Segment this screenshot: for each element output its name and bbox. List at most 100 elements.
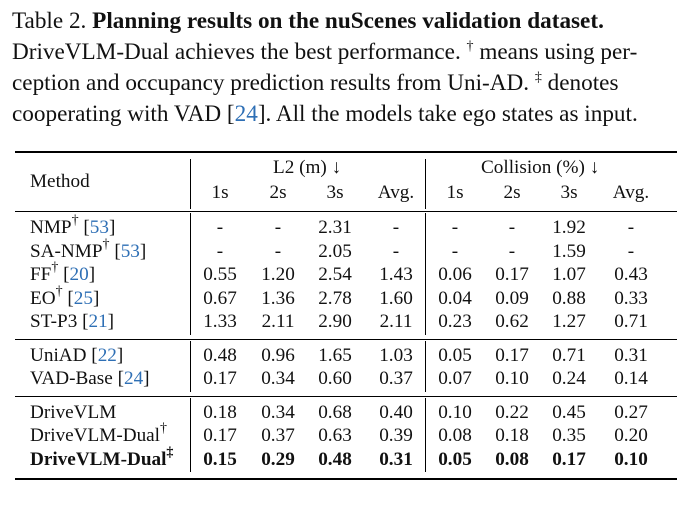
method-name: VAD-Base [24] [30, 368, 150, 389]
table-cell: 0.10 [614, 448, 648, 470]
column-header: 2s [269, 182, 287, 203]
table-cell: 2.54 [318, 264, 352, 285]
table-cell: 0.15 [203, 448, 237, 470]
table-cell: 1.33 [203, 311, 237, 332]
citation-link[interactable]: 20 [69, 264, 89, 285]
table-cell: 0.18 [203, 401, 237, 423]
table-cell: - [392, 217, 400, 238]
table-cell: 0.31 [379, 448, 413, 470]
table-cell: 0.17 [495, 264, 529, 285]
citation-link[interactable]: 53 [89, 217, 109, 238]
table-cell: - [274, 217, 282, 238]
table-cell: 0.08 [495, 448, 529, 470]
table-cell: 1.07 [552, 264, 586, 285]
caption-line-2: DriveVLM-Dual achieves the best performa… [12, 37, 686, 68]
l2-group-header: L2 (m) ↓ [273, 157, 342, 178]
method-mark: † [71, 213, 79, 228]
caption-text: denotes [547, 70, 619, 96]
table-cell: - [508, 217, 516, 238]
table-cell: 0.22 [495, 401, 529, 423]
method-name: DriveVLM-Dual† [30, 421, 168, 447]
dagger-mark: † [466, 39, 474, 54]
table-cell: 0.04 [438, 287, 472, 309]
table-cell: 0.71 [614, 311, 648, 332]
table-cell: 0.34 [261, 401, 295, 423]
table-cell: - [508, 240, 516, 262]
method-name: DriveVLM [30, 401, 117, 423]
table-cell: 0.05 [438, 448, 472, 470]
table-cell: 2.11 [261, 311, 295, 332]
table-cell: - [451, 240, 459, 262]
table-cell: - [392, 240, 400, 262]
table-cell: - [451, 217, 459, 238]
citation-link[interactable]: 53 [120, 240, 140, 262]
method-mark: † [51, 260, 59, 275]
table-cell: 2.11 [379, 311, 413, 332]
table-cell: 0.07 [438, 368, 472, 389]
citation-link[interactable]: 22 [97, 344, 117, 366]
caption-line-4: cooperating with VAD [24]. All the model… [12, 99, 686, 130]
column-divider [425, 159, 426, 209]
table-cell: 0.34 [261, 368, 295, 389]
table-cell: 2.78 [318, 287, 352, 309]
method-name: EO† [25] [30, 283, 100, 309]
table-cell: - [274, 240, 282, 262]
table-cell: 0.17 [552, 448, 586, 470]
citation-link[interactable]: 21 [88, 311, 108, 332]
caption-line-1: Table 2. Planning results on the nuScene… [12, 6, 686, 37]
table-cell: 0.31 [614, 344, 648, 366]
method-name: DriveVLM-Dual‡ [30, 444, 174, 470]
collision-group-header: Collision (%) ↓ [481, 157, 600, 178]
table-cell: 0.29 [261, 448, 295, 470]
table-cell: 0.63 [318, 425, 352, 446]
table-cell: 1.36 [261, 287, 295, 309]
table-cell: 0.96 [261, 344, 295, 366]
table-cell: 0.08 [438, 425, 472, 446]
column-divider [190, 213, 191, 335]
table-cell: 1.65 [318, 344, 352, 366]
table-cell: 0.18 [495, 425, 529, 446]
caption-text: ception and occupancy prediction results… [12, 70, 530, 96]
table-cell: 0.71 [552, 344, 586, 366]
caption-label: Table 2. [12, 8, 87, 34]
table-cell: 0.10 [438, 401, 472, 423]
table-cell: - [627, 240, 635, 262]
table-cell: 2.31 [318, 217, 352, 238]
caption-text: means using per- [479, 39, 638, 65]
group-rule [15, 395, 677, 397]
table-cell: 0.40 [379, 401, 413, 423]
method-mark: † [102, 236, 110, 252]
table-cell: 1.60 [379, 287, 413, 309]
table-cell: 1.43 [379, 264, 413, 285]
table-cell: 2.05 [318, 240, 352, 262]
citation-link[interactable]: 25 [73, 287, 93, 309]
table-cell: 0.62 [495, 311, 529, 332]
table-cell: 0.68 [318, 401, 352, 423]
method-mark: † [160, 421, 168, 436]
table-cell: 0.37 [379, 368, 413, 389]
table-cell: 0.48 [318, 448, 352, 470]
table-caption: Table 2. Planning results on the nuScene… [12, 6, 686, 130]
table-cell: - [216, 240, 224, 262]
table-cell: 0.45 [552, 401, 586, 423]
table-cell: 0.05 [438, 344, 472, 366]
method-mark: † [55, 283, 63, 299]
citation-link[interactable]: 24 [123, 368, 144, 389]
table-cell: 0.17 [203, 368, 237, 389]
column-divider [425, 397, 426, 472]
table-cell: 0.60 [318, 368, 352, 389]
method-name: NMP† [53] [30, 213, 116, 239]
group-rule [15, 338, 677, 340]
table-cell: 1.92 [552, 217, 586, 238]
table-cell: 1.27 [552, 311, 586, 332]
column-divider [190, 397, 191, 472]
column-divider [190, 340, 191, 392]
bottom-rule [15, 478, 677, 480]
double-dagger-mark: ‡ [534, 70, 542, 85]
table-cell: 0.35 [552, 425, 586, 446]
citation-link[interactable]: 24 [234, 101, 258, 127]
table-cell: 1.59 [552, 240, 586, 262]
table-cell: 0.06 [438, 264, 472, 285]
results-table: Method L2 (m) ↓ Collision (%) ↓ 1s 2s 3s Av… [15, 151, 677, 480]
table-cell: 0.27 [614, 401, 648, 423]
